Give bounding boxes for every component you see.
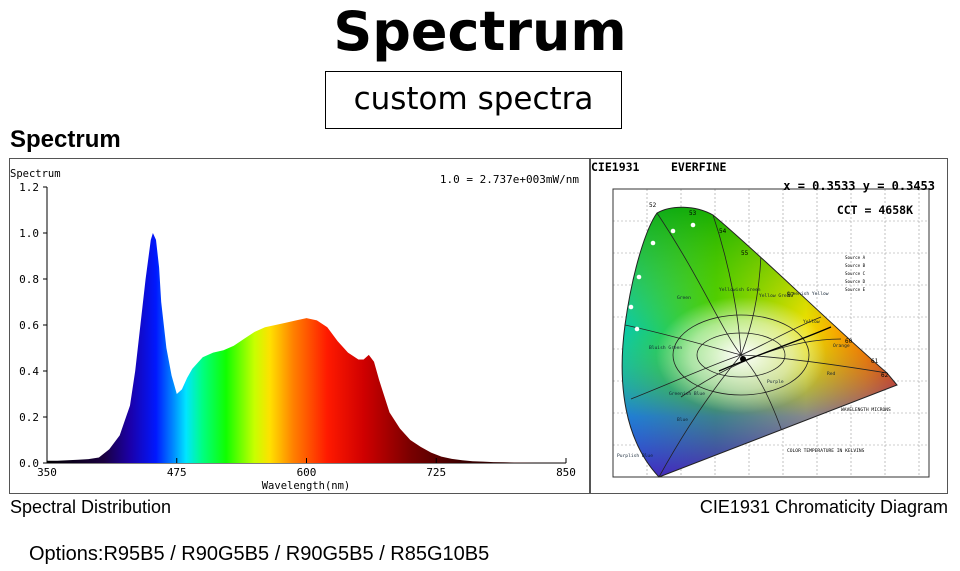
svg-text:Blue: Blue bbox=[677, 417, 688, 423]
y-tick-label: 0.0 bbox=[19, 457, 39, 470]
y-tick-label: 1.2 bbox=[19, 181, 39, 194]
y-tick-label: 0.8 bbox=[19, 273, 39, 286]
y-tick-label: 1.0 bbox=[19, 227, 39, 240]
svg-text:62: 62 bbox=[881, 372, 889, 379]
caption-cie-diagram: CIE1931 Chromaticity Diagram bbox=[699, 497, 948, 517]
spectrum-area bbox=[47, 233, 566, 463]
svg-text:Orange: Orange bbox=[833, 343, 850, 349]
source-legend: Source A Source B Source C Source D Sour… bbox=[845, 255, 866, 292]
svg-text:Purplish Blue: Purplish Blue bbox=[617, 453, 653, 459]
svg-text:Source C: Source C bbox=[845, 271, 866, 276]
svg-text:Greenish Yellow: Greenish Yellow bbox=[787, 291, 829, 297]
svg-text:53: 53 bbox=[689, 210, 697, 217]
region-labels: Green Yellowish Green Yellow Green Green… bbox=[617, 287, 850, 459]
svg-text:57: 57 bbox=[787, 292, 795, 299]
cie-header-left: CIE1931 bbox=[591, 160, 640, 174]
svg-text:Green: Green bbox=[677, 295, 691, 301]
y-tick-label: 0.6 bbox=[19, 319, 39, 332]
options-text: Options:R95B5 / R90G5B5 / R90G5B5 / R85G… bbox=[29, 543, 490, 565]
x-axis-title: Wavelength(nm) bbox=[262, 480, 351, 492]
page-title: Spectrum bbox=[333, 0, 627, 63]
svg-text:54: 54 bbox=[719, 228, 727, 235]
subtitle-box: custom spectra bbox=[325, 71, 622, 129]
spectrum-chart: 350 475 600 725 850 0.0 0.2 0.4 0.6 0.8 1.0 1.2 Sp… bbox=[10, 168, 579, 492]
microns-label: WAVELENGTH MICRONS bbox=[841, 407, 891, 413]
x-tick-label: 350 bbox=[37, 466, 57, 479]
svg-text:60: 60 bbox=[845, 338, 853, 345]
svg-text:Source B: Source B bbox=[845, 263, 866, 268]
x-tick-label: 725 bbox=[426, 466, 446, 479]
y-tick-label: 0.2 bbox=[19, 411, 39, 424]
scale-note: 1.0 = 2.737e+003mW/nm bbox=[440, 173, 579, 186]
svg-text:Source A: Source A bbox=[845, 255, 866, 260]
x-tick-label: 475 bbox=[167, 466, 187, 479]
svg-text:Yellow Green: Yellow Green bbox=[759, 293, 792, 299]
section-title: Spectrum bbox=[10, 126, 121, 153]
svg-text:61: 61 bbox=[871, 358, 879, 365]
svg-text:Purple: Purple bbox=[767, 379, 784, 385]
cie-diagram: 52 53 54 55 57 60 61 62 Green Yellowish … bbox=[591, 159, 947, 478]
caption-spectral-distribution: Spectral Distribution bbox=[10, 497, 172, 517]
spectrum-panel: 350 475 600 725 850 0.0 0.2 0.4 0.6 0.8 1.0 1.2 Sp… bbox=[9, 158, 590, 494]
locus-labels: 52 53 54 55 57 60 61 62 bbox=[649, 202, 889, 379]
svg-text:55: 55 bbox=[741, 250, 749, 257]
svg-text:Red: Red bbox=[827, 371, 836, 377]
x-tick-label: 600 bbox=[297, 466, 317, 479]
svg-text:Bluish Green: Bluish Green bbox=[649, 345, 682, 351]
chromaticity-point bbox=[740, 356, 746, 362]
cie-panel: 52 53 54 55 57 60 61 62 Green Yellowish … bbox=[590, 158, 948, 494]
cct-footer-note: COLOR TEMPERATURE IN KELVINS bbox=[787, 448, 865, 454]
xy-readout: x = 0.3533 y = 0.3453 bbox=[783, 179, 935, 193]
svg-text:Yellow: Yellow bbox=[803, 319, 820, 325]
svg-text:Source E: Source E bbox=[845, 287, 866, 292]
x-tick-group: 350 475 600 725 850 bbox=[37, 458, 576, 479]
y-tick-label: 0.4 bbox=[19, 365, 39, 378]
cct-readout: CCT = 4658K bbox=[837, 203, 913, 217]
svg-text:Yellowish Green: Yellowish Green bbox=[719, 287, 761, 293]
cie-horseshoe bbox=[622, 207, 898, 477]
y-tick-group: 0.0 0.2 0.4 0.6 0.8 1.0 1.2 bbox=[19, 181, 47, 470]
svg-text:Source D: Source D bbox=[845, 279, 866, 284]
y-axis-title: Spectrum bbox=[10, 168, 61, 180]
cie-header-brand: EVERFINE bbox=[671, 160, 726, 174]
x-tick-label: 850 bbox=[556, 466, 576, 479]
svg-text:52: 52 bbox=[649, 202, 657, 209]
svg-text:Greenish Blue: Greenish Blue bbox=[669, 391, 705, 397]
